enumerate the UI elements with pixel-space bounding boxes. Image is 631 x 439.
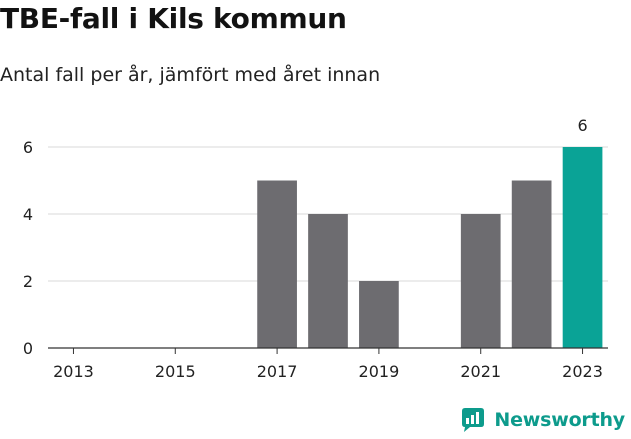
x-tick-label: 2021: [460, 362, 501, 381]
data-label: 6: [577, 116, 587, 135]
y-tick-label: 6: [23, 138, 33, 157]
x-tick-label: 2015: [155, 362, 196, 381]
bar-2019: [359, 281, 399, 348]
bar-2023: [562, 147, 603, 348]
bar-2017: [257, 180, 297, 348]
x-tick-label: 2019: [359, 362, 400, 381]
x-tick-label: 2023: [562, 362, 603, 381]
y-tick-label: 0: [23, 339, 33, 358]
newsworthy-logo-icon: [462, 408, 485, 432]
y-tick-label: 4: [23, 205, 33, 224]
y-tick-label: 2: [23, 272, 33, 291]
x-tick-label: 2017: [257, 362, 298, 381]
bar-2022: [511, 180, 552, 348]
bar-2018: [308, 214, 348, 348]
chart-title: TBE-fall i Kils kommun: [0, 2, 347, 35]
bar-2021: [460, 214, 501, 348]
brand-name: Newsworthy: [494, 409, 625, 431]
x-tick-label: 2013: [53, 362, 94, 381]
chart-subtitle: Antal fall per år, jämfört med året inna…: [0, 64, 381, 86]
brand-logo: Newsworthy: [460, 407, 625, 433]
